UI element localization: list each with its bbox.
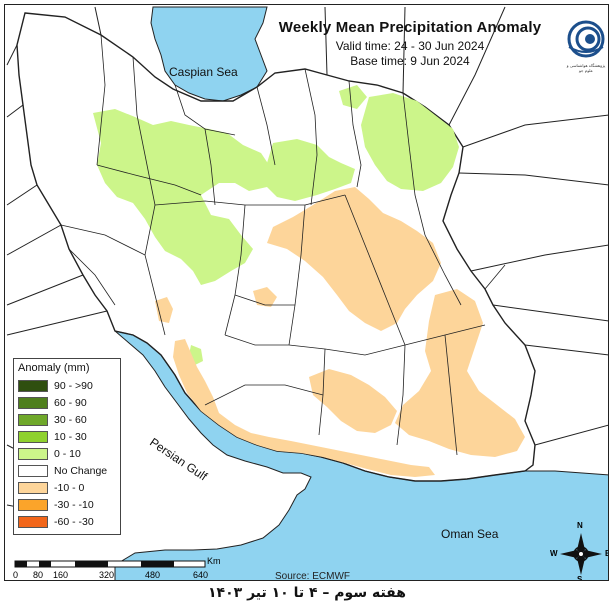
legend-item: -10 - 0 [18, 479, 116, 496]
legend-item: -30 - -10 [18, 496, 116, 513]
scale-bar-graphic [14, 560, 206, 568]
base-time: Base time: 9 Jun 2024 [350, 54, 470, 68]
scale-tick-640: 640 [193, 570, 209, 580]
legend-swatch [18, 498, 48, 511]
legend-label: 90 - >90 [54, 379, 93, 392]
legend-item: 0 - 10 [18, 445, 116, 462]
north-arrow: N S W E [550, 521, 608, 581]
legend: Anomaly (mm) 90 - >90 60 - 90 30 - 60 10 - … [13, 358, 121, 535]
iran-outline [16, 12, 536, 482]
legend-swatch [18, 379, 48, 392]
legend-label: -10 - 0 [54, 481, 85, 494]
organization-logo: پژوهشگاه هواشناسی و علوم جو [563, 17, 608, 79]
data-source: Source: ECMWF [275, 571, 351, 581]
legend-label: -60 - -30 [54, 515, 94, 528]
legend-item: -60 - -30 [18, 513, 116, 530]
legend-swatch [18, 396, 48, 409]
organization-spiral-logo-icon [567, 20, 605, 58]
scale-tick-320: 320 [99, 570, 115, 580]
map-frame: Weekly Mean Precipitation Anomaly Valid … [4, 4, 609, 581]
oman-sea-label: Oman Sea [441, 527, 499, 541]
week-caption: هفته سوم – ۴ تا ۱۰ تیر ۱۴۰۳ [208, 585, 406, 601]
compass-n: N [577, 521, 583, 530]
positive-anomaly-regions [93, 85, 459, 365]
legend-swatch [18, 464, 48, 477]
compass-e: E [605, 549, 608, 558]
legend-swatch [18, 430, 48, 443]
map-title: Weekly Mean Precipitation Anomaly [278, 19, 542, 36]
caspian-sea-label: Caspian Sea [169, 65, 238, 79]
compass-rose-icon [560, 533, 602, 575]
legend-label: -30 - -10 [54, 498, 94, 511]
legend-items: 90 - >90 60 - 90 30 - 60 10 - 30 0 - 10 No Ch… [18, 377, 116, 530]
legend-item: No Change [18, 462, 116, 479]
legend-swatch [18, 481, 48, 494]
legend-swatch [18, 413, 48, 426]
legend-label: 30 - 60 [54, 413, 87, 426]
valid-time: Valid time: 24 - 30 Jun 2024 [335, 39, 485, 53]
legend-item: 10 - 30 [18, 428, 116, 445]
legend-label: No Change [54, 464, 108, 477]
scale-bar: Km 0 80 160 320 480 640 [13, 556, 223, 580]
legend-swatch [18, 447, 48, 460]
legend-label: 10 - 30 [54, 430, 87, 443]
scale-tick-480: 480 [145, 570, 161, 580]
map-title-block: Weekly Mean Precipitation Anomaly Valid … [255, 19, 565, 68]
negative-anomaly-regions [155, 187, 525, 477]
logo-text: پژوهشگاه هواشناسی و علوم جو [566, 63, 606, 73]
scale-tick-160: 160 [53, 570, 69, 580]
scale-tick-80: 80 [33, 570, 44, 580]
caspian-sea-shape [150, 6, 268, 102]
province-borders [60, 34, 506, 456]
compass-s: S [577, 575, 583, 581]
legend-item: 60 - 90 [18, 394, 116, 411]
scale-unit: Km [207, 556, 221, 566]
legend-swatch [18, 515, 48, 528]
legend-title: Anomaly (mm) [18, 362, 90, 374]
legend-item: 90 - >90 [18, 377, 116, 394]
legend-label: 60 - 90 [54, 396, 87, 409]
legend-item: 30 - 60 [18, 411, 116, 428]
legend-label: 0 - 10 [54, 447, 81, 460]
compass-w: W [550, 549, 558, 558]
scale-tick-0: 0 [13, 570, 19, 580]
